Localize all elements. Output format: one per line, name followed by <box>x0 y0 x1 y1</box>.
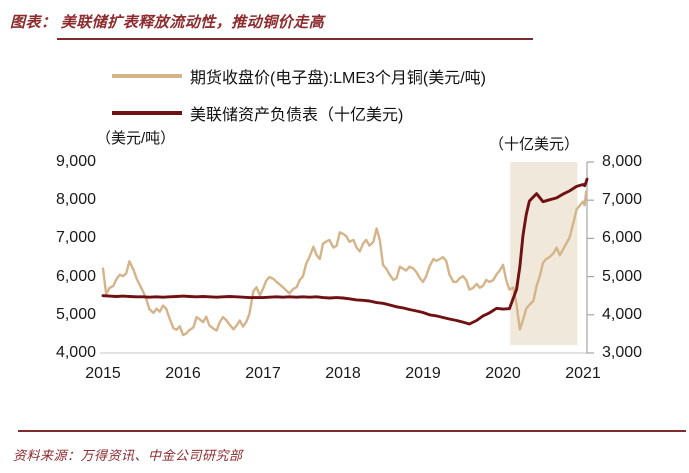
right-axis-tick-label: 8,000 <box>602 153 643 170</box>
x-axis-year-label: 2020 <box>485 365 521 382</box>
x-axis-year-label: 2017 <box>245 365 281 382</box>
fed-line-swatch <box>112 111 182 115</box>
x-axis-year-label: 2015 <box>85 365 121 382</box>
right-axis-tick-label: 7,000 <box>602 191 643 208</box>
legend-item-label: 美联储资产负债表（十亿美元) <box>190 107 404 124</box>
title-divider <box>57 38 533 40</box>
source-note: 资料来源：万得资讯、中金公司研究部 <box>13 448 243 463</box>
copper-price-line <box>101 190 588 337</box>
legend-item-fed: 美联储资产负债表（十亿美元) <box>112 101 403 125</box>
x-axis-year-label: 2019 <box>405 365 441 382</box>
legend-item-copper: 期货收盘价(电子盘):LME3个月铜(美元/吨) <box>112 64 486 88</box>
left-axis-unit: （美元/吨） <box>96 130 176 147</box>
x-axis-year-label: 2021 <box>565 365 601 382</box>
x-axis-year-label: 2018 <box>325 365 361 382</box>
left-axis-tick-label: 9,000 <box>55 153 96 170</box>
footer-divider <box>18 430 686 432</box>
right-axis-tick-label: 6,000 <box>602 229 643 246</box>
right-axis-tick-label: 3,000 <box>602 344 643 361</box>
fed-balance-sheet-line <box>101 177 589 326</box>
page-title: 图表： 美联储扩表释放流动性，推动铜价走高 <box>10 15 325 31</box>
left-axis-tick-label: 5,000 <box>55 306 96 323</box>
left-axis-tick-label: 7,000 <box>55 229 96 246</box>
right-axis-tick-label: 5,000 <box>602 268 643 285</box>
x-axis-year-label: 2016 <box>165 365 201 382</box>
left-axis-tick-label: 6,000 <box>55 268 96 285</box>
left-axis-tick-label: 8,000 <box>55 191 96 208</box>
copper-line-swatch <box>112 74 182 78</box>
right-axis-unit: （十亿美元） <box>489 136 580 153</box>
left-axis-tick-label: 4,000 <box>55 344 96 361</box>
legend-item-label: 期货收盘价(电子盘):LME3个月铜(美元/吨) <box>190 70 487 87</box>
right-axis-tick-label: 4,000 <box>602 306 643 323</box>
